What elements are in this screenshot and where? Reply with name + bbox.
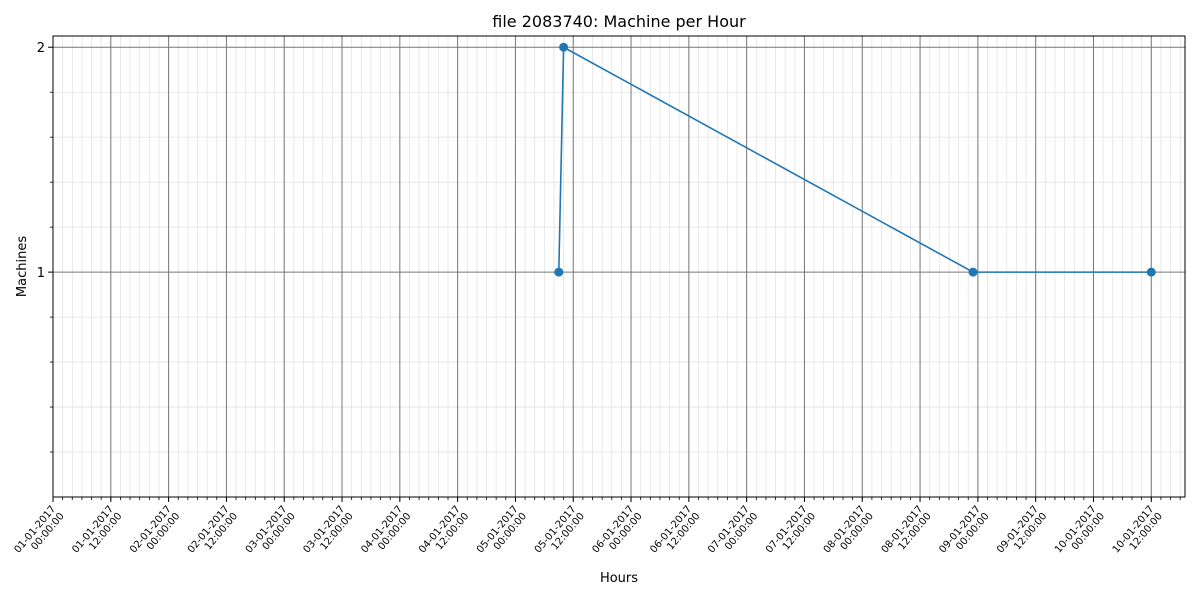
y-tick-label: 1: [37, 266, 45, 281]
data-point: [1146, 267, 1156, 277]
y-axis-label: Machines: [15, 236, 30, 297]
major-grid: [52, 36, 1185, 497]
y-tick-label: 2: [37, 41, 45, 56]
data-point: [968, 267, 978, 277]
data-point: [559, 42, 569, 52]
tick-labels: 01-01-201700:00:00 01-01-201712:00:00 02-0…: [13, 41, 1165, 555]
chart-title: file 2083740: Machine per Hour: [492, 12, 746, 31]
data-point: [554, 267, 564, 277]
plot-frame: [52, 35, 1186, 498]
x-axis-label: Hours: [600, 571, 638, 586]
series-layer: [554, 42, 1156, 277]
series-line: [557, 45, 1152, 273]
